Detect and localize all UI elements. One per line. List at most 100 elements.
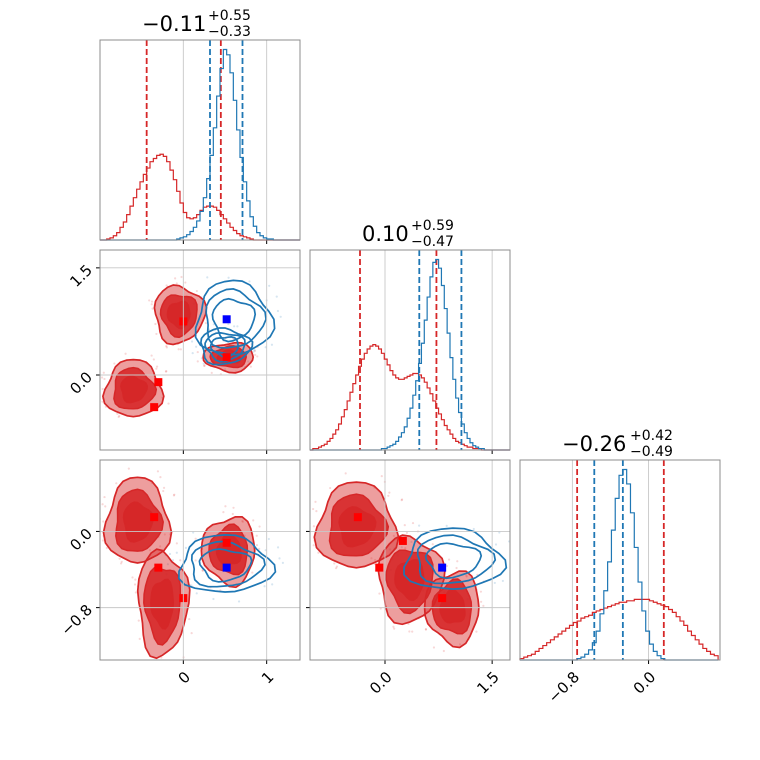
- red-sample-point: [388, 491, 391, 494]
- red-sample-point: [161, 666, 163, 668]
- title-hist-1-plus: +0.59: [411, 218, 454, 234]
- red-sample-point: [113, 362, 116, 365]
- red-sample-point: [258, 547, 261, 550]
- red-sample-point: [164, 370, 168, 373]
- red-marker: [154, 378, 163, 387]
- red-sample-point: [475, 630, 478, 633]
- red-sample-point: [174, 277, 177, 280]
- y-tick-label: 1.5: [66, 261, 96, 291]
- red-sample-point: [231, 512, 234, 516]
- red-sample-point: [101, 387, 104, 391]
- red-sample-point: [241, 520, 244, 523]
- blue-sample-point: [190, 340, 194, 343]
- blue-sample-point: [206, 276, 209, 279]
- blue-sample-point: [236, 325, 239, 328]
- panel-hist-1: [309, 249, 511, 454]
- red-sample-point: [455, 566, 458, 570]
- red-sample-point: [479, 590, 483, 593]
- axes-frame: [99, 459, 301, 661]
- red-sample-point: [101, 503, 104, 506]
- red-sample-point: [165, 284, 168, 287]
- blue-sample-point: [233, 325, 236, 328]
- red-sample-point: [162, 489, 165, 493]
- red-sample-point: [188, 617, 191, 621]
- red-sample-point: [165, 370, 168, 373]
- red-sample-point: [101, 400, 104, 403]
- y-tick-label: 0.0: [66, 525, 96, 555]
- red-sample-point: [252, 519, 255, 522]
- red-sample-point: [150, 300, 154, 303]
- red-sample-point: [400, 499, 403, 502]
- red-marker: [438, 594, 447, 603]
- blue-sample-point: [171, 559, 175, 562]
- red-sample-point: [204, 322, 208, 325]
- blue-sample-point: [494, 543, 498, 546]
- red-sample-point: [173, 493, 176, 496]
- x-tick-label: 0: [175, 668, 194, 687]
- red-sample-point: [163, 666, 165, 668]
- red-sample-point: [442, 649, 445, 653]
- red-sample-point: [404, 546, 407, 550]
- red-sample-point: [180, 275, 183, 279]
- blue-contour-level: [416, 534, 497, 585]
- red-sample-point: [373, 558, 377, 562]
- title-hist-1-value: 0.10: [362, 222, 409, 246]
- red-sample-point: [411, 521, 415, 525]
- red-sample-point: [424, 627, 428, 631]
- red-sample-point: [184, 281, 187, 284]
- title-hist-1-minus: −0.47: [411, 234, 454, 250]
- blue-sample-point: [279, 315, 282, 318]
- x-tick-label: 0.0: [366, 668, 396, 698]
- title-hist-0-plus: +0.55: [208, 8, 251, 24]
- red-sample-point: [138, 637, 141, 640]
- red-sample-point: [400, 498, 404, 501]
- blue-sample-point: [472, 527, 475, 531]
- red-sample-point: [137, 619, 140, 622]
- red-sample-point: [445, 564, 449, 568]
- red-sample-point: [175, 542, 178, 545]
- red-sample-point: [133, 583, 137, 586]
- blue-sample-point: [493, 581, 496, 585]
- red-sample-point: [120, 562, 123, 565]
- red-sample-point: [148, 549, 152, 552]
- red-sample-point: [118, 414, 121, 417]
- blue-sample-point: [202, 362, 205, 365]
- blue-sample-point: [227, 276, 230, 279]
- red-sample-point: [465, 574, 468, 577]
- blue-marker: [438, 563, 447, 572]
- red-sample-point: [447, 558, 451, 561]
- x-tick-label: 1: [258, 668, 277, 687]
- red-sample-point: [127, 467, 130, 470]
- red-sample-point: [118, 557, 121, 560]
- red-sample-point: [177, 348, 180, 351]
- red-sample-point: [104, 505, 107, 508]
- red-sample-point: [190, 631, 193, 635]
- red-sample-point: [195, 289, 198, 293]
- blue-sample-point: [501, 579, 504, 583]
- red-sample-point: [432, 646, 436, 649]
- panel-hist-0: [99, 39, 301, 244]
- red-sample-point: [329, 486, 332, 490]
- blue-sample-point: [175, 551, 178, 554]
- red-sample-point: [403, 524, 406, 527]
- red-sample-point: [312, 525, 316, 528]
- blue-sample-point: [224, 368, 227, 371]
- contour-area: [100, 275, 282, 419]
- red-sample-point: [315, 510, 318, 513]
- red-sample-point: [333, 562, 336, 565]
- red-sample-point: [159, 476, 162, 479]
- red-histogram-step: [310, 344, 510, 451]
- red-sample-point: [124, 352, 127, 355]
- red-sample-point: [378, 592, 381, 595]
- red-marker: [222, 538, 231, 547]
- red-sample-point: [117, 415, 120, 419]
- y-tick-label: 0.0: [66, 368, 96, 398]
- title-hist-1: 0.10 +0.59 −0.47: [362, 218, 454, 250]
- red-sample-point: [105, 546, 108, 550]
- red-sample-point: [167, 402, 170, 405]
- red-sample-point: [251, 571, 254, 574]
- red-sample-point: [249, 365, 252, 368]
- red-sample-point: [370, 557, 373, 560]
- red-sample-point: [311, 507, 315, 511]
- blue-sample-point: [418, 524, 421, 527]
